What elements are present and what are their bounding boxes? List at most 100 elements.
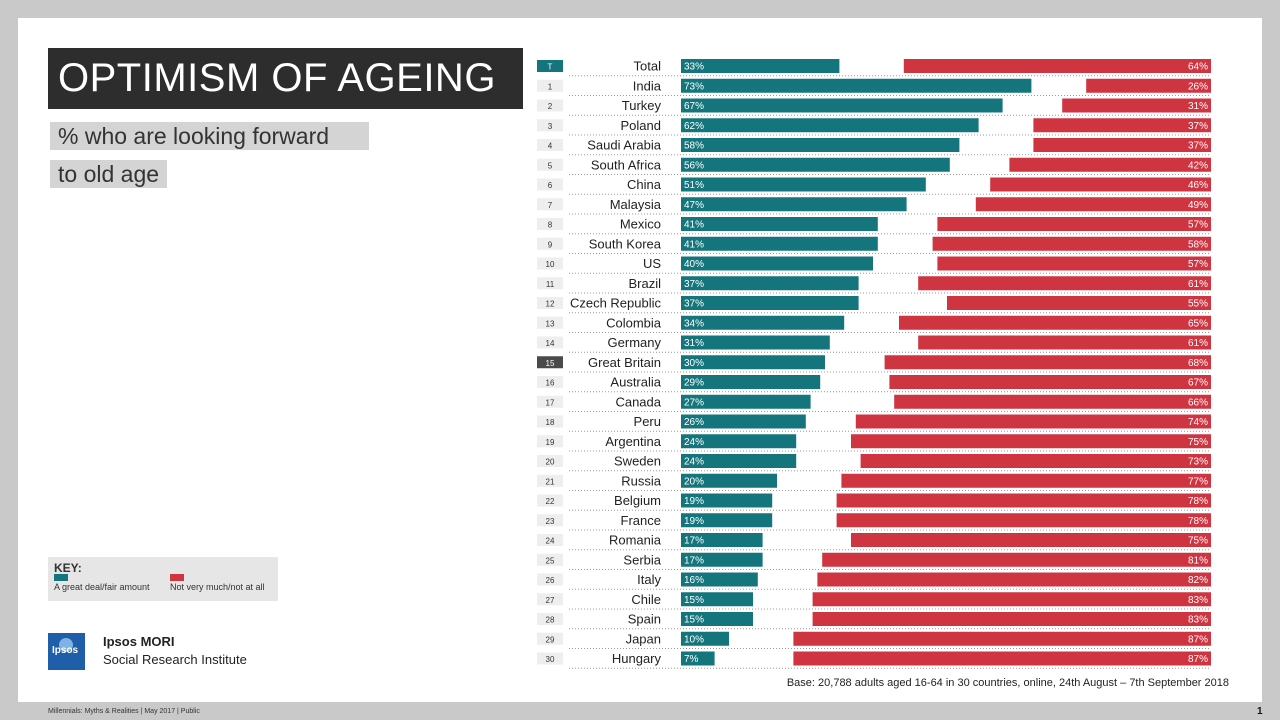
bar-negative — [851, 434, 1211, 449]
bar-negative — [1033, 138, 1211, 152]
country-label: China — [627, 177, 662, 192]
rank-box — [537, 632, 563, 645]
rank-box — [537, 474, 563, 487]
value-label-positive: 37% — [684, 299, 704, 310]
rank-label: 23 — [546, 517, 555, 526]
value-label-negative: 78% — [1188, 516, 1208, 527]
bar-positive — [681, 592, 753, 607]
value-label-positive: 19% — [684, 496, 704, 507]
rank-label: 13 — [546, 319, 555, 328]
country-label: Sweden — [614, 454, 661, 469]
bar-positive — [681, 473, 777, 488]
bar-positive — [681, 335, 830, 350]
value-label-positive: 27% — [684, 397, 704, 408]
value-label-negative: 61% — [1188, 338, 1208, 349]
value-label-positive: 31% — [684, 338, 704, 349]
bar-positive — [681, 177, 926, 192]
bar-positive — [681, 236, 878, 251]
country-label: Germany — [608, 335, 662, 350]
bar-negative — [860, 454, 1211, 468]
bar-negative — [947, 296, 1211, 310]
bar-positive — [681, 454, 797, 468]
rank-label: 15 — [546, 359, 555, 368]
bar-negative — [889, 375, 1211, 389]
value-label-negative: 73% — [1188, 457, 1208, 468]
bar-negative — [836, 493, 1211, 508]
bar-negative — [990, 177, 1211, 192]
rank-label: 12 — [546, 300, 555, 309]
rank-box — [537, 534, 563, 546]
bar-negative — [812, 592, 1211, 607]
value-label-negative: 55% — [1188, 299, 1208, 310]
value-label-positive: 33% — [684, 62, 704, 73]
country-label: US — [643, 256, 661, 271]
bar-positive — [681, 256, 873, 271]
rank-box — [537, 652, 563, 665]
value-label-negative: 58% — [1188, 239, 1208, 250]
bar-negative — [1033, 118, 1211, 133]
country-label: India — [633, 78, 662, 93]
bar-positive — [681, 355, 825, 370]
country-label: Malaysia — [610, 197, 662, 212]
value-label-positive: 17% — [684, 555, 704, 566]
value-label-positive: 15% — [684, 595, 704, 606]
bar-negative — [817, 572, 1211, 587]
value-label-negative: 77% — [1188, 476, 1208, 487]
bar-positive — [681, 157, 950, 172]
value-label-negative: 87% — [1188, 634, 1208, 645]
bar-positive — [681, 98, 1003, 113]
value-label-positive: 67% — [684, 101, 704, 112]
bar-positive — [681, 414, 806, 429]
rank-box — [537, 336, 563, 349]
bar-negative — [937, 217, 1211, 231]
bar-negative — [884, 355, 1211, 370]
rank-box — [537, 79, 563, 92]
logo-text: Ipsos — [52, 645, 79, 656]
bar-negative — [793, 651, 1211, 666]
bar-negative — [918, 276, 1211, 291]
bar-negative — [918, 335, 1211, 350]
bar-positive — [681, 493, 773, 508]
rank-box — [537, 573, 563, 586]
value-label-positive: 24% — [684, 437, 704, 448]
value-label-negative: 75% — [1188, 536, 1208, 547]
value-label-negative: 49% — [1188, 200, 1208, 211]
org-name: Ipsos MORI — [103, 634, 175, 649]
rank-box — [537, 178, 563, 191]
rank-box — [537, 297, 563, 309]
rank-label: 22 — [546, 497, 555, 506]
value-label-positive: 20% — [684, 476, 704, 487]
value-label-positive: 30% — [684, 358, 704, 369]
page-title: OPTIMISM OF AGEING — [58, 56, 496, 100]
bar-negative — [1062, 98, 1211, 113]
country-label: Czech Republic — [570, 296, 662, 311]
bar-positive — [681, 651, 715, 666]
country-label: Great Britain — [588, 355, 661, 370]
page-number: 1 — [1257, 706, 1263, 717]
rank-box — [537, 198, 563, 211]
value-label-positive: 29% — [684, 378, 704, 389]
rank-box — [537, 415, 563, 428]
rank-label: 19 — [546, 438, 555, 447]
rank-label: 18 — [546, 418, 555, 427]
rank-box — [537, 99, 563, 112]
bar-negative — [1009, 157, 1211, 172]
value-label-positive: 16% — [684, 575, 704, 586]
country-label: France — [621, 513, 661, 528]
value-label-negative: 65% — [1188, 318, 1208, 329]
country-label: Turkey — [622, 98, 662, 113]
value-label-positive: 51% — [684, 180, 704, 191]
bar-positive — [681, 315, 845, 330]
country-label: Hungary — [612, 651, 662, 666]
value-label-positive: 17% — [684, 536, 704, 547]
rank-box — [537, 257, 563, 270]
value-label-negative: 67% — [1188, 378, 1208, 389]
value-label-positive: 56% — [684, 160, 704, 171]
country-label: Serbia — [623, 552, 661, 567]
bar-positive — [681, 572, 758, 587]
rank-label: 10 — [546, 260, 555, 269]
value-label-positive: 73% — [684, 81, 704, 92]
legend-swatch-positive — [54, 574, 68, 581]
value-label-positive: 15% — [684, 615, 704, 626]
